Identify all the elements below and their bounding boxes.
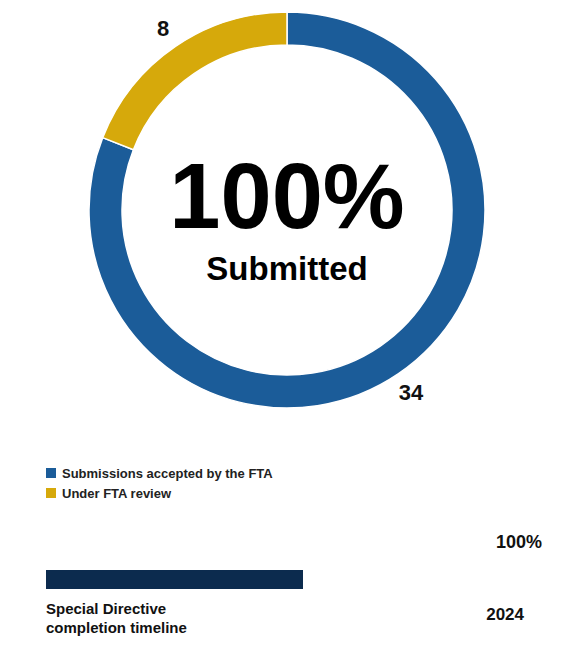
legend-swatch (46, 468, 56, 478)
data-label: 34 (399, 380, 424, 405)
page: 348100%SubmittedSubmissions accepted by … (0, 0, 575, 650)
canvas: 348100%SubmittedSubmissions accepted by … (0, 0, 575, 650)
progress-label: 100% (496, 532, 542, 552)
data-label: 8 (157, 16, 169, 41)
progress-bar (46, 570, 303, 589)
center-label: Submitted (206, 250, 367, 287)
donut-slice (103, 12, 287, 150)
progress-title: Special Directive completion timeline (46, 599, 224, 637)
legend-swatch (46, 488, 56, 498)
legend-label: Under FTA review (62, 486, 172, 501)
center-value: 100% (169, 145, 404, 247)
legend-label: Submissions accepted by the FTA (62, 466, 273, 481)
donut-slice (89, 12, 485, 408)
donut (89, 12, 485, 408)
timeline-year: 2024 (486, 605, 524, 624)
progress-group (46, 570, 303, 589)
legend: Submissions accepted by the FTA Under FTA… (46, 466, 273, 501)
